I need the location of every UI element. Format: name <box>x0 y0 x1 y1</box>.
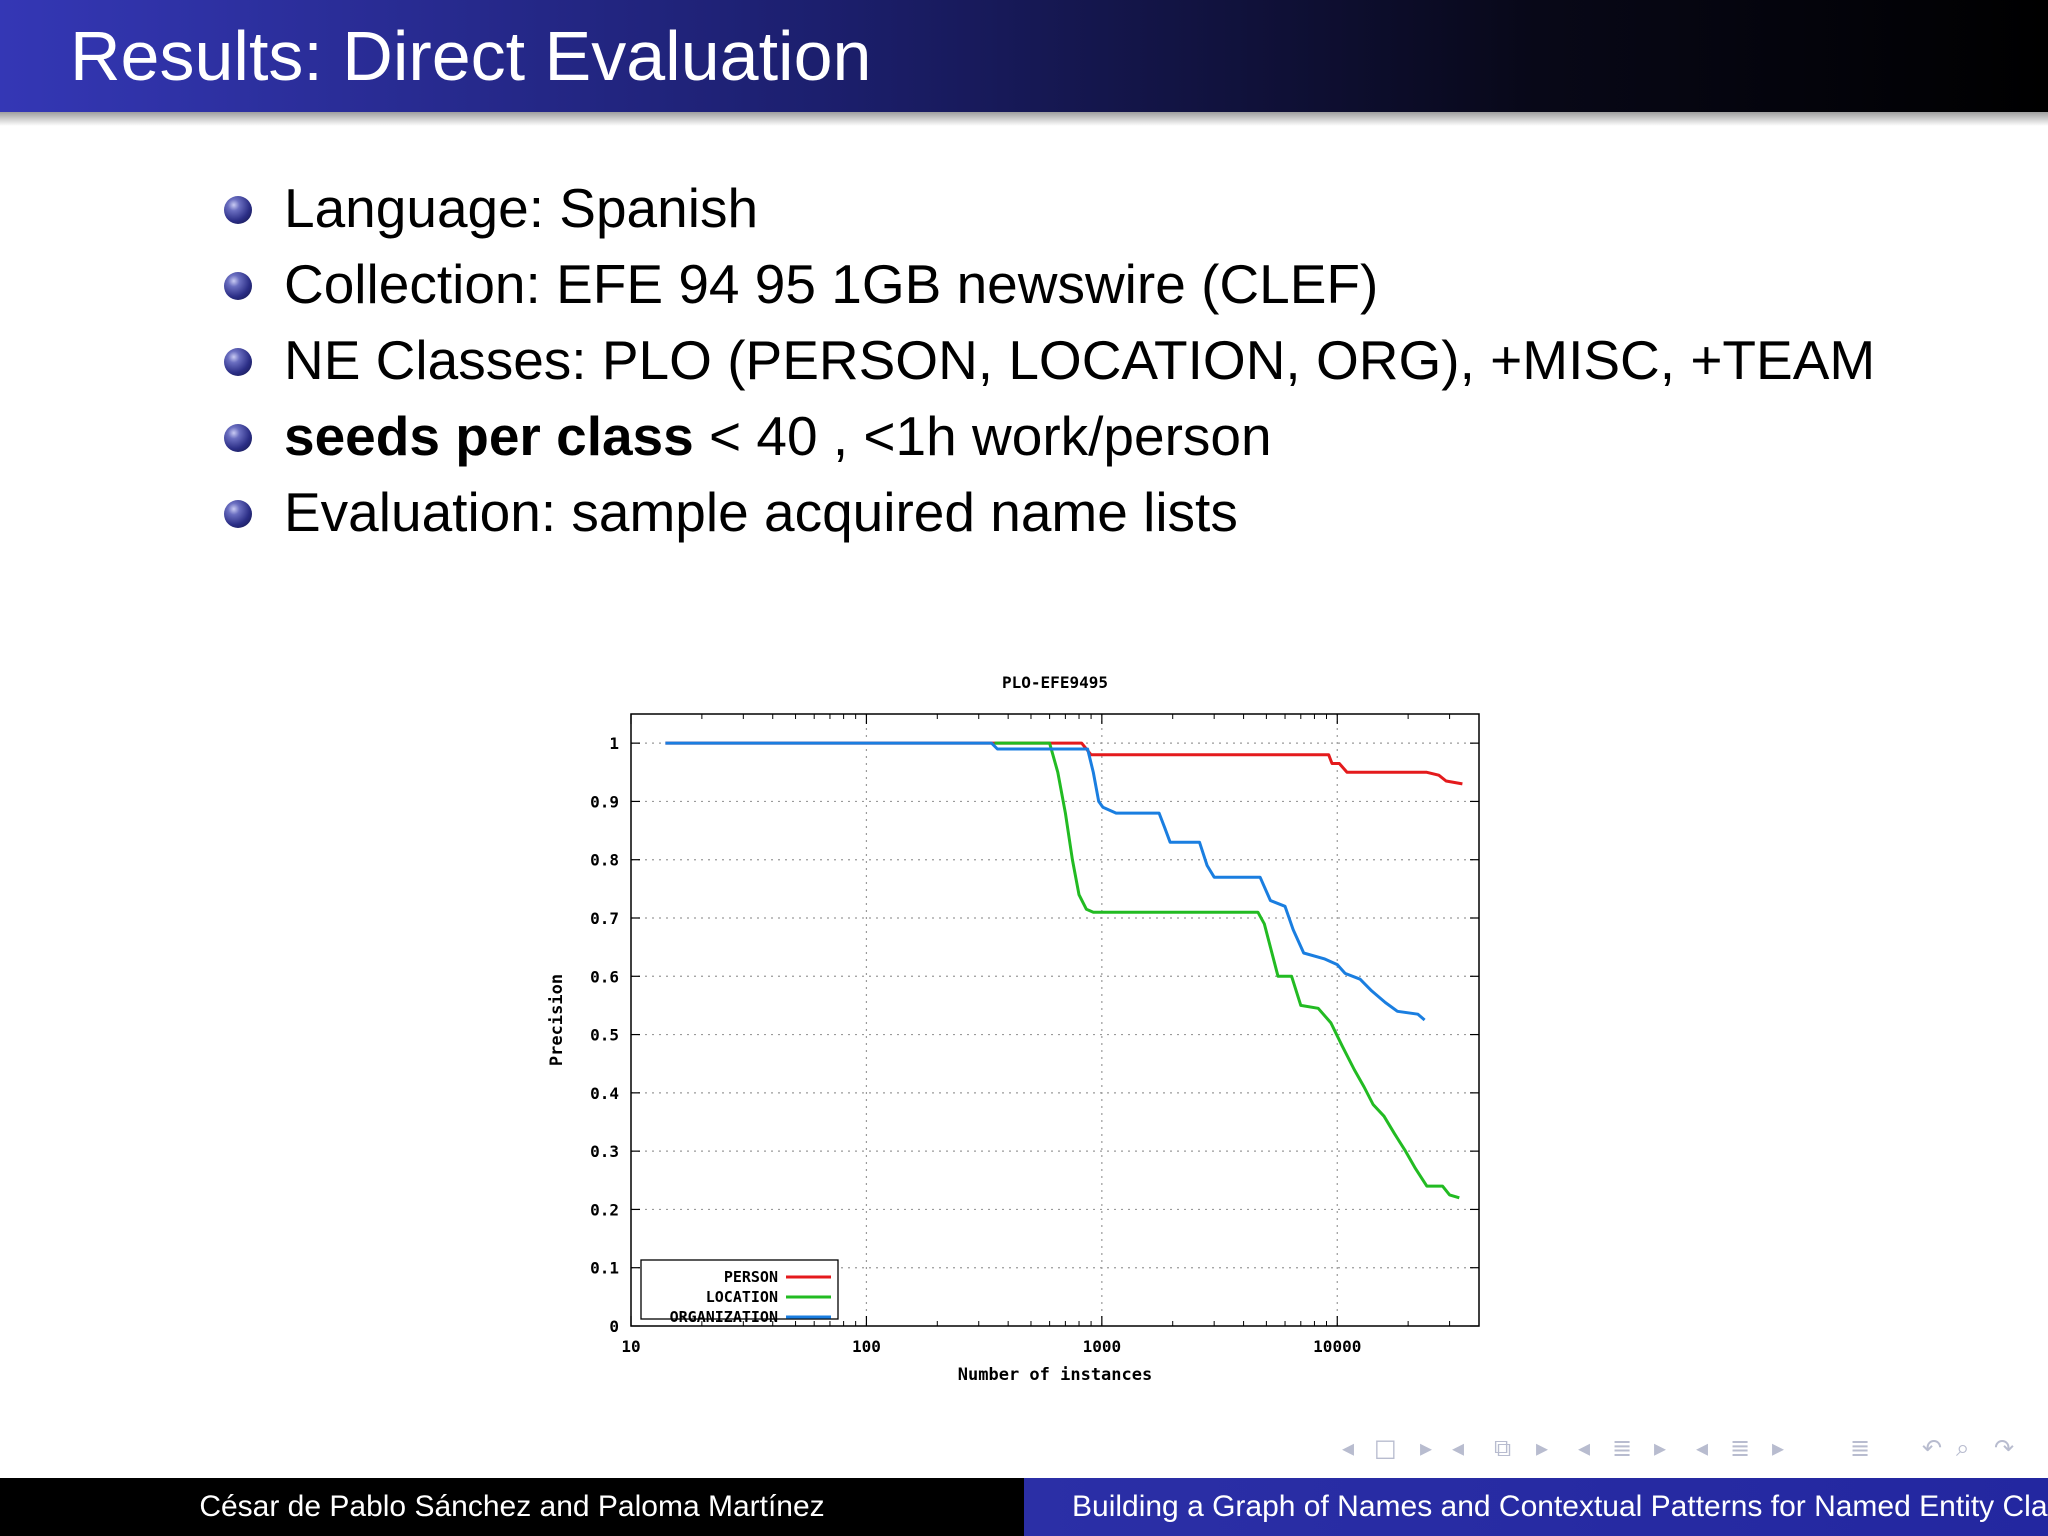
title-shadow <box>0 112 2048 126</box>
next-arrow-icon[interactable]: ▸ <box>1420 1434 1433 1462</box>
section-icon[interactable]: ≣ <box>1730 1434 1751 1462</box>
y-axis-label: Precision <box>547 974 567 1066</box>
footer-talk-title-box: Building a Graph of Names and Contextual… <box>1024 1478 2048 1536</box>
bullet-item: Evaluation: sample acquired name lists <box>220 474 1875 550</box>
footer-talk-title: Building a Graph of Names and Contextual… <box>1072 1490 2048 1523</box>
y-tick-label: 0.9 <box>590 792 619 811</box>
series-line-location <box>994 741 1460 1200</box>
search-icon[interactable]: ⌕ <box>1956 1434 1970 1462</box>
bullet-list: Language: Spanish Collection: EFE 94 95 … <box>220 170 1875 550</box>
page-title: Results: Direct Evaluation <box>70 17 872 95</box>
frame-icon[interactable]: □ <box>1374 1434 1397 1462</box>
bullet-ball-icon <box>224 348 252 376</box>
bullet-text: Language: Spanish <box>284 177 759 239</box>
bullet-item: seeds per class < 40 , <1h work/person <box>220 398 1875 474</box>
redo-icon[interactable]: ↷ <box>1994 1434 2015 1462</box>
next-arrow-icon[interactable]: ▸ <box>1772 1434 1785 1462</box>
chart-svg: 0 0.1 0.2 0.3 0.4 0.5 0.6 0.7 0.8 0.9 1 10 100 1000 10… <box>547 673 1480 1385</box>
undo-icon[interactable]: ↶ <box>1922 1434 1943 1462</box>
x-tick-label: 10000 <box>1313 1337 1361 1356</box>
y-tick-label: 0.8 <box>590 851 619 870</box>
toc-icon[interactable]: ≣ <box>1850 1434 1871 1462</box>
chart-title: PLO-EFE9495 <box>1002 673 1108 692</box>
x-tick-label: 100 <box>852 1337 881 1356</box>
y-tick-label: 0.7 <box>590 909 619 928</box>
y-tick-label: 0 <box>609 1317 619 1336</box>
y-tick-label: 1 <box>609 734 619 753</box>
series-line-organization <box>665 741 1426 1022</box>
legend-label: LOCATION <box>706 1288 778 1306</box>
bullet-item: Language: Spanish <box>220 170 1875 246</box>
x-tick-label: 1000 <box>1083 1337 1122 1356</box>
next-arrow-icon[interactable]: ▸ <box>1536 1434 1549 1462</box>
bullet-strong-text: seeds per class <box>284 405 694 467</box>
x-axis-label: Number of instances <box>958 1365 1152 1385</box>
bullet-text: < 40 , <1h work/person <box>693 405 1272 467</box>
y-tick-label: 0.4 <box>590 1084 619 1103</box>
title-bar: Results: Direct Evaluation <box>0 0 2048 112</box>
prev-arrow-icon[interactable]: ◂ <box>1578 1434 1591 1462</box>
bullet-text: Evaluation: sample acquired name lists <box>284 481 1238 543</box>
y-tick-label: 0.2 <box>590 1200 619 1219</box>
next-arrow-icon[interactable]: ▸ <box>1654 1434 1667 1462</box>
prev-arrow-icon[interactable]: ◂ <box>1452 1434 1465 1462</box>
y-tick-label: 0.6 <box>590 967 619 986</box>
y-tick-label: 0.3 <box>590 1142 619 1161</box>
bullet-ball-icon <box>224 424 252 452</box>
prev-arrow-icon[interactable]: ◂ <box>1342 1434 1355 1462</box>
legend-label: ORGANIZATION <box>670 1308 778 1326</box>
bullet-item: Collection: EFE 94 95 1GB newswire (CLEF… <box>220 246 1875 322</box>
legend-label: PERSON <box>724 1268 778 1286</box>
bullet-ball-icon <box>224 500 252 528</box>
prev-arrow-icon[interactable]: ◂ <box>1696 1434 1709 1462</box>
footer-authors: César de Pablo Sánchez and Paloma Martín… <box>0 1478 1024 1536</box>
footer: César de Pablo Sánchez and Paloma Martín… <box>0 1478 2048 1536</box>
bullet-ball-icon <box>224 196 252 224</box>
precision-chart: 0 0.1 0.2 0.3 0.4 0.5 0.6 0.7 0.8 0.9 1 10 100 1000 10… <box>530 660 1510 1400</box>
x-tick-label: 10 <box>621 1337 640 1356</box>
legend-box <box>640 1259 839 1320</box>
section-icon[interactable]: ≣ <box>1612 1434 1633 1462</box>
y-tick-label: 0.5 <box>590 1026 619 1045</box>
subsection-icon[interactable]: ⧉ <box>1494 1434 1512 1462</box>
bullet-item: NE Classes: PLO (PERSON, LOCATION, ORG),… <box>220 322 1875 398</box>
bullet-ball-icon <box>224 272 252 300</box>
plot-frame <box>630 713 1480 1327</box>
beamer-navigation: ◂ □ ▸ ◂ ⧉ ▸ ◂ ≣ ▸ ◂ ≣ ▸ ≣ ↶ ⌕ ↷ <box>1330 1430 2040 1466</box>
bullet-text: Collection: EFE 94 95 1GB newswire (CLEF… <box>284 253 1379 315</box>
y-tick-label: 0.1 <box>590 1259 619 1278</box>
bullet-text: NE Classes: PLO (PERSON, LOCATION, ORG),… <box>284 329 1876 391</box>
